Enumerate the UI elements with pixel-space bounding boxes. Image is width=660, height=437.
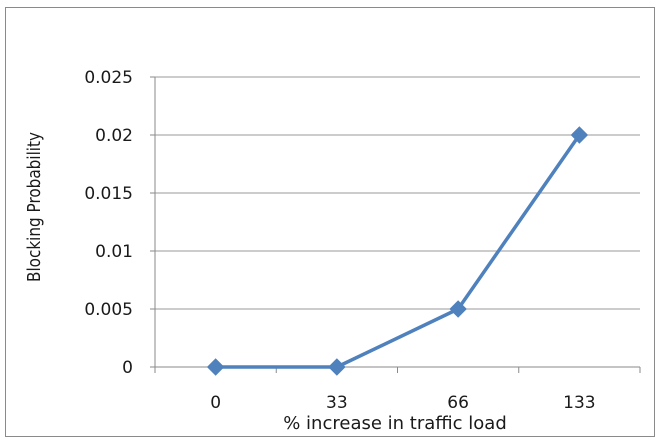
data-point-marker (449, 300, 467, 318)
data-point-marker (570, 126, 589, 144)
x-axis: 0 33 66 133 (154, 366, 641, 413)
y-axis-title: Blocking Probability (24, 132, 45, 282)
y-tick-label: 0.01 (95, 242, 133, 262)
y-tick-label: 0.005 (84, 300, 133, 320)
data-point-marker (206, 358, 225, 376)
x-tick-label: 33 (326, 393, 348, 413)
gridlines (155, 76, 640, 368)
data-point-marker (328, 358, 346, 376)
y-tick-label: 0 (122, 358, 133, 378)
y-tick-label: 0.015 (84, 184, 133, 204)
y-tick-label: 0.025 (84, 68, 133, 88)
x-tick-label: 66 (447, 393, 469, 413)
plot-series (206, 126, 589, 376)
x-tick-label: 0 (210, 393, 221, 413)
x-tick-label: 133 (563, 393, 595, 413)
series-line (215, 133, 581, 369)
y-axis: 0 0.005 0.01 0.015 0.02 0.025 (84, 68, 156, 378)
x-axis-title: % increase in traffic load (283, 413, 507, 433)
y-tick-label: 0.02 (95, 126, 133, 146)
